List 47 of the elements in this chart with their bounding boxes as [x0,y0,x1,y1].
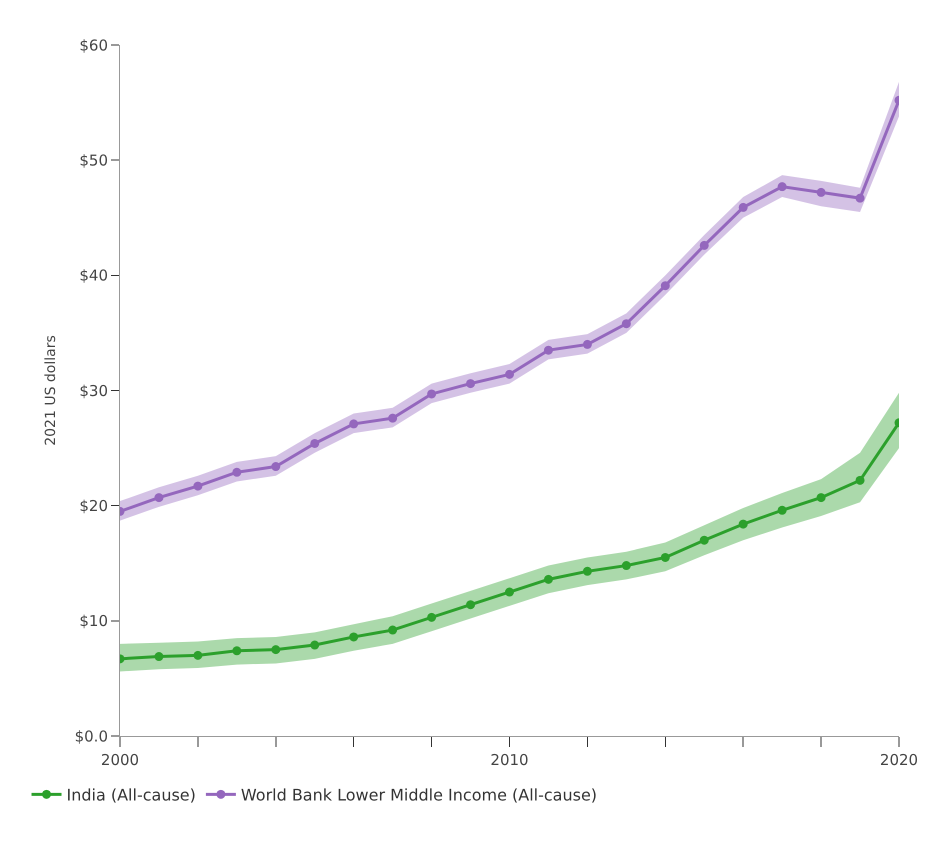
point [466,379,476,388]
point [154,652,164,662]
point [349,419,358,428]
point [505,588,514,597]
point [544,574,553,584]
point [271,645,280,654]
x-tick-label: 2000 [100,751,140,769]
point [544,346,553,355]
y-tick-label: $30 [79,382,108,400]
point [660,552,670,562]
point [738,520,748,529]
y-tick-label: $60 [79,36,108,54]
point [232,468,242,477]
point [582,566,592,576]
point [466,600,476,610]
point [154,493,164,502]
point [700,536,709,545]
point [193,482,202,491]
point [738,202,748,212]
y-tick-label: $50 [79,151,108,170]
point [856,476,865,485]
y-tick-label: $10 [79,612,108,630]
point [349,632,358,642]
point [622,561,631,570]
y-tick-label: $0.0 [74,727,108,746]
point [816,188,826,197]
point [816,493,826,502]
y-tick-label: $20 [79,496,108,515]
point [310,438,320,448]
point [505,370,514,379]
x-tick-label: 2010 [490,751,529,769]
y-axis-title: 2021 US dollars [43,335,60,446]
legend-label: World Bank Lower Middle Income (All-cause) [240,786,598,805]
point [193,650,202,660]
x-tick-label: 2020 [880,751,918,769]
point [582,340,592,349]
point [778,506,787,515]
y-tick-label: $40 [79,266,108,285]
point [271,462,280,472]
point [778,182,787,192]
point [388,414,398,423]
point [232,646,242,656]
point [310,640,320,650]
point [427,612,436,622]
point [427,389,436,398]
legend-label: India (All-cause) [66,786,196,805]
point [388,626,398,635]
